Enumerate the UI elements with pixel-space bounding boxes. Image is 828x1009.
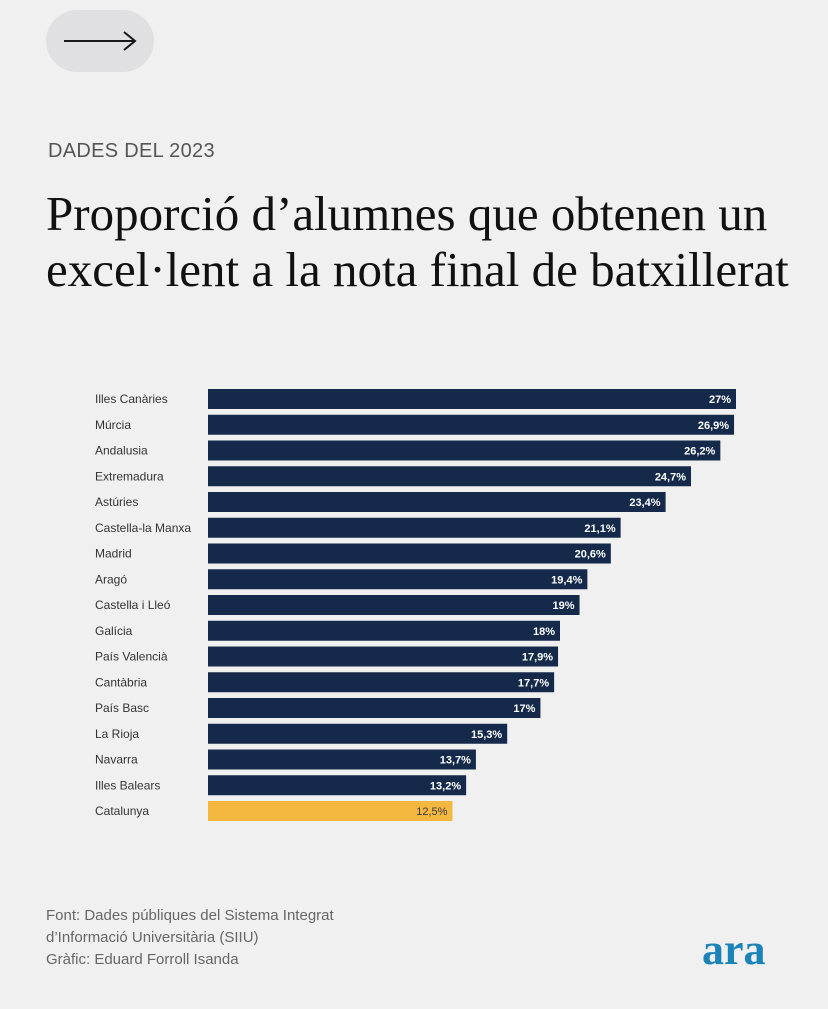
bar <box>208 543 611 564</box>
category-label: Astúries <box>95 495 138 509</box>
category-label: Castella-la Manxa <box>95 521 191 535</box>
value-label: 13,2% <box>430 780 461 792</box>
category-label: Múrcia <box>95 418 131 432</box>
value-label: 15,3% <box>471 729 502 741</box>
value-label: 17,9% <box>522 652 553 664</box>
value-label: 18% <box>533 626 555 638</box>
source-credits: Font: Dades públiques del Sistema Integr… <box>46 905 334 971</box>
category-label: Cantàbria <box>95 675 147 689</box>
category-label: La Rioja <box>95 727 139 741</box>
category-label: Navarra <box>95 753 138 767</box>
category-label: Aragó <box>95 572 127 586</box>
bar <box>208 517 621 538</box>
category-label: Extremadura <box>95 469 164 483</box>
category-label: Illes Balears <box>95 778 160 792</box>
value-label: 20,6% <box>575 549 606 561</box>
next-button[interactable] <box>46 10 154 72</box>
bar-highlight <box>208 801 453 821</box>
bar <box>208 569 588 590</box>
value-label: 24,7% <box>655 471 686 483</box>
kicker: DADES DEL 2023 <box>48 140 215 162</box>
bar <box>208 775 467 796</box>
category-label: Andalusia <box>95 444 148 458</box>
category-label: País Basc <box>95 701 149 715</box>
bar <box>208 723 508 744</box>
bar <box>208 698 541 718</box>
category-label: Castella i Lleó <box>95 598 171 612</box>
ara-logo: ara <box>702 925 766 974</box>
category-label: Illes Canàries <box>95 392 168 406</box>
value-label: 12,5% <box>416 806 447 818</box>
bar <box>208 749 476 770</box>
bar <box>208 414 735 435</box>
bar <box>208 389 736 409</box>
credit-line: Gràfic: Eduard Forroll Isanda <box>46 951 239 968</box>
category-label: Madrid <box>95 547 132 561</box>
source-line: d’Informació Universitària (SIIU) <box>46 929 259 946</box>
bar-chart-svg: Illes Canàries 27% Múrcia 26,9% Andalusia 26,… <box>95 389 736 821</box>
value-label: 21,1% <box>584 523 615 535</box>
value-label: 19% <box>553 600 575 612</box>
bar <box>208 595 580 615</box>
source-line: Font: Dades públiques del Sistema Integr… <box>46 907 334 924</box>
category-label: País Valencià <box>95 650 168 664</box>
bar-chart: Illes Canàries 27% Múrcia 26,9% Andalusia 26,… <box>0 384 828 830</box>
value-label: 19,4% <box>551 574 582 586</box>
bar <box>208 672 555 693</box>
bar <box>208 466 692 487</box>
value-label: 26,9% <box>698 420 729 432</box>
bar <box>208 440 721 461</box>
bar <box>208 492 666 512</box>
chart-title: Proporció d’alumnes que obtenen un excel… <box>46 186 789 297</box>
value-label: 17,7% <box>518 677 549 689</box>
bar <box>208 646 559 667</box>
category-label: Galícia <box>95 624 133 638</box>
value-label: 13,7% <box>440 755 471 767</box>
value-label: 17% <box>513 703 535 715</box>
bar <box>208 620 560 641</box>
value-label: 27% <box>709 394 731 406</box>
category-label: Catalunya <box>95 804 149 818</box>
value-label: 23,4% <box>629 497 660 509</box>
value-label: 26,2% <box>684 446 715 458</box>
arrow-right-icon <box>64 31 137 51</box>
